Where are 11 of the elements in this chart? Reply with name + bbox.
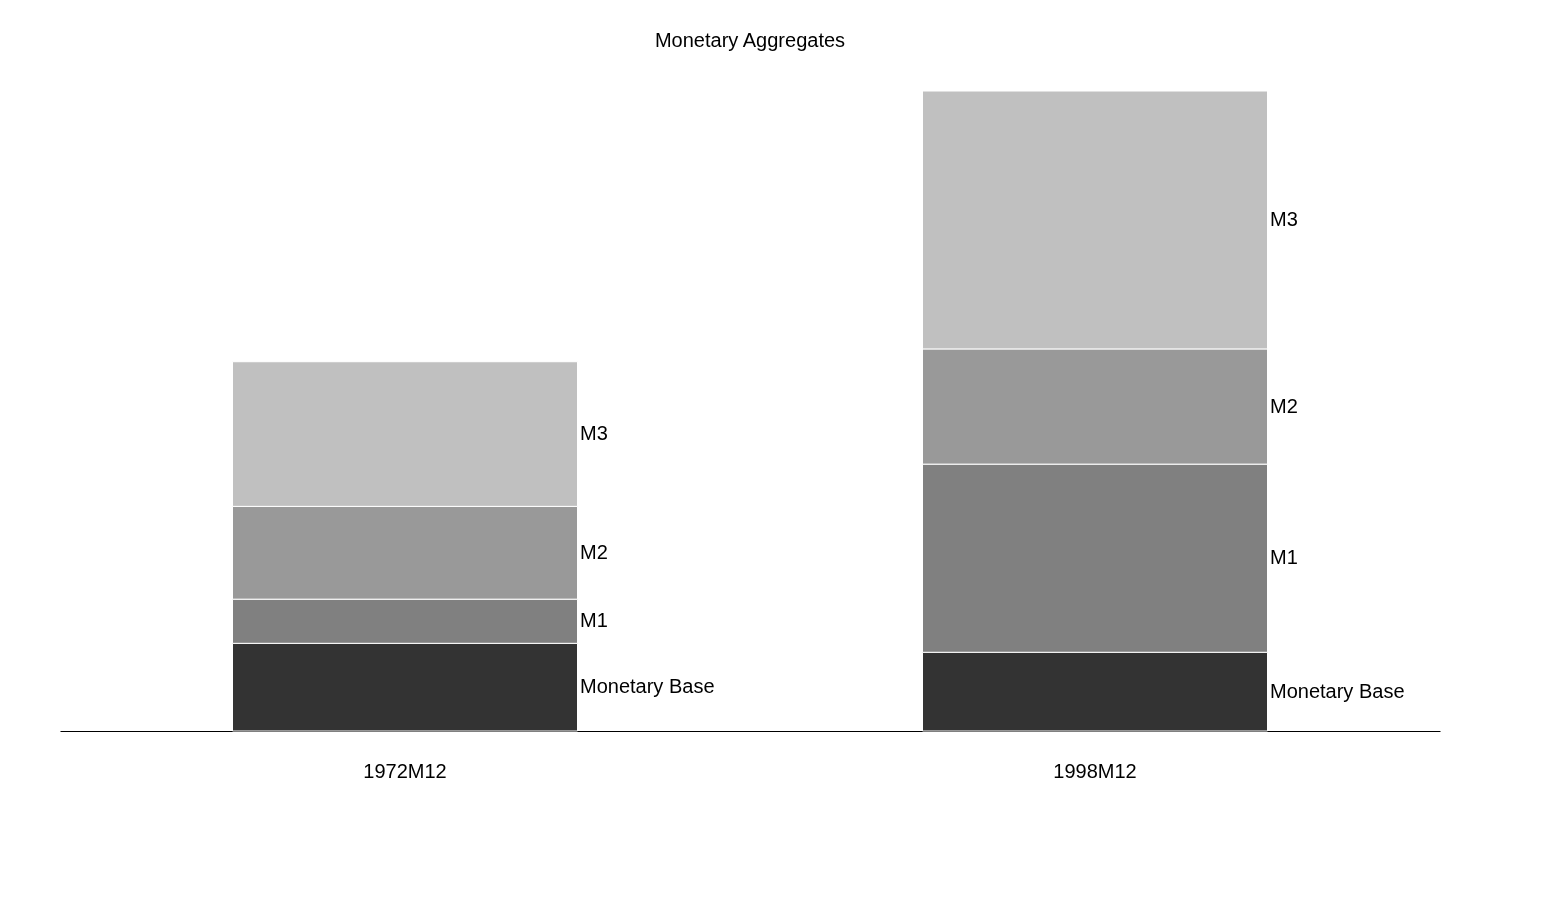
series-label: Monetary Base <box>580 675 715 698</box>
text: M3 <box>1270 207 1298 230</box>
text: Monetary Base <box>1270 679 1405 702</box>
chart-title: Monetary Aggregates <box>654 28 846 51</box>
series-label: M3 <box>580 422 608 445</box>
series-label: M2 <box>580 540 608 563</box>
x-tick-label: 1972M12 <box>363 759 447 782</box>
text: M1 <box>1270 546 1298 569</box>
series-label: M1 <box>580 609 608 632</box>
text: M2 <box>1270 394 1298 417</box>
x-tick-label: 1998M12 <box>1053 759 1137 782</box>
